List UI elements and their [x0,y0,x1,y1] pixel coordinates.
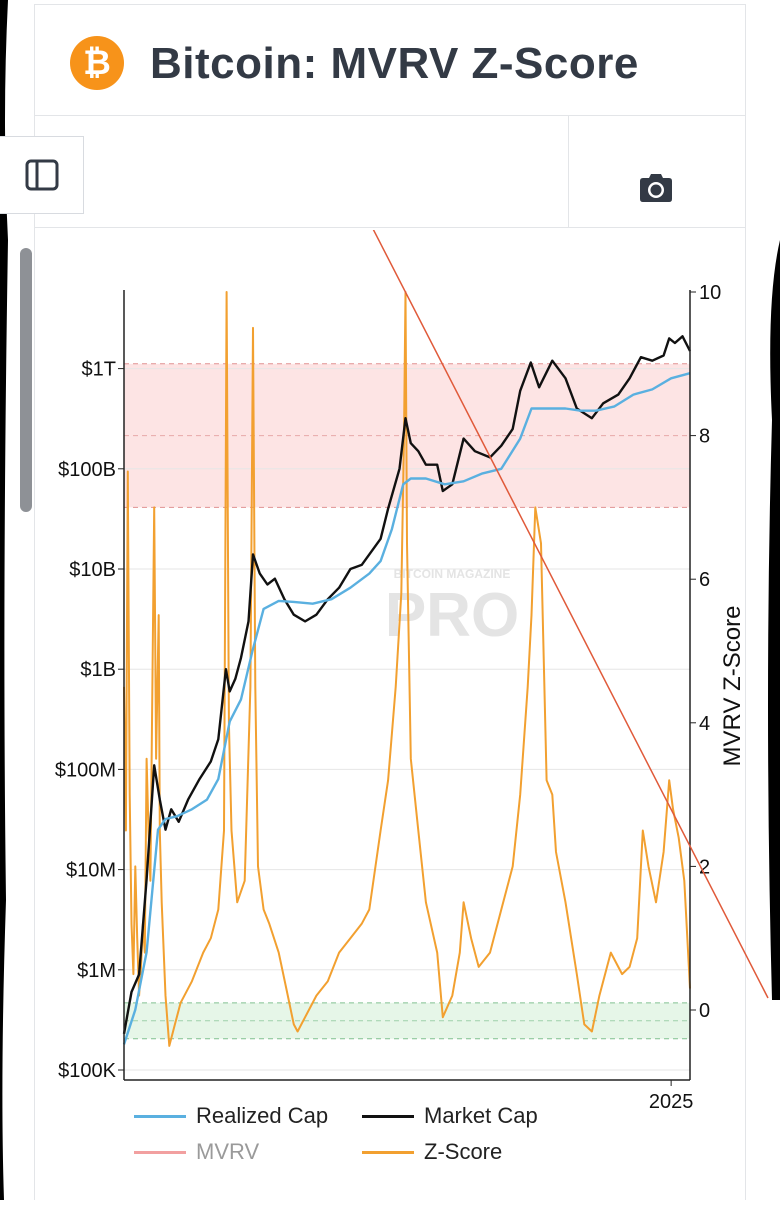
series-market-cap [122,335,692,1035]
camera-icon [640,174,672,202]
bitcoin-logo-icon: ₿ [70,36,124,90]
trend-line [372,230,769,999]
sidebar-panel-icon [25,159,58,191]
legend-label: Z-Score [424,1139,503,1164]
legend-swatch [362,1114,414,1118]
y-right-tick-label: 0 [699,1000,710,1022]
sidebar-toggle-button[interactable] [0,136,84,214]
page-title: Bitcoin: MVRV Z-Score [150,39,639,88]
y-right-tick-label: 6 [699,569,710,591]
series-realized-cap [122,372,691,1045]
x-tick-label: 2025 [649,1091,694,1113]
download-image-button[interactable] [634,166,678,210]
y-left-tick-label: $1M [77,960,116,982]
watermark: BITCOIN MAGAZINE PRO [385,567,519,650]
legend-swatch [134,1114,186,1118]
chart-toolbar [34,116,746,228]
right-screen-edge [758,0,780,1200]
legend-label: MVRV [196,1139,260,1164]
legend-item-realized-cap[interactable]: Realized Cap [134,1102,328,1130]
toolbar-divider [568,116,569,228]
y-left-tick-label: $100K [58,1060,116,1082]
legend-label: Market Cap [424,1103,538,1128]
series-z-score [123,291,691,1047]
y-left-tick-label: $1B [80,659,116,681]
legend-swatch [362,1150,414,1154]
legend-swatch [134,1150,186,1154]
legend-label: Realized Cap [196,1103,329,1128]
y-left-tick-label: $1T [82,359,116,381]
y-left-tick-label: $100M [55,759,116,781]
page-scrollbar[interactable] [20,248,32,512]
watermark-big: PRO [385,581,519,650]
y-left-tick-label: $10B [69,559,116,581]
y-left-tick-label: $100B [58,459,116,481]
y-left-tick-label: $10M [66,860,116,882]
watermark-small: BITCOIN MAGAZINE [394,567,511,581]
legend-item-mvrv[interactable]: MVRV [134,1138,259,1166]
legend-item-market-cap[interactable]: Market Cap [362,1102,538,1130]
chart-header [34,4,746,116]
y-right-tick-label: 8 [699,426,710,448]
mvrv-chart: BITCOIN MAGAZINE PRO $100K $1M $10M $100M $1… [55,230,769,1113]
y-right-axis-label: MVRV Z-Score [719,606,746,767]
left-screen-edge [0,0,22,1200]
y-right-tick-label: 2 [699,856,710,878]
y-right-tick-label: 10 [699,282,721,304]
y-right-tick-label: 4 [699,713,710,735]
legend-item-z-score[interactable]: Z-Score [362,1138,502,1166]
